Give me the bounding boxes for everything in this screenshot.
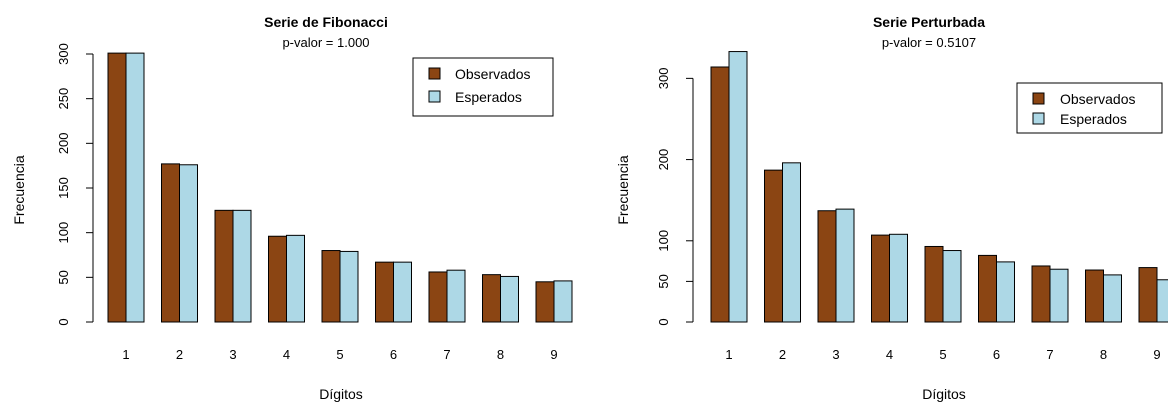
x-tick-label-1: 1 (725, 347, 732, 362)
bar-observados-2 (764, 169, 783, 323)
bar-observados-8 (482, 274, 501, 323)
y-axis-label: Frecuencia (615, 155, 631, 224)
x-tick-label-5: 5 (336, 347, 343, 362)
bar-esperados-9 (1156, 279, 1168, 323)
x-tick-label-4: 4 (283, 347, 290, 362)
x-tick-label-8: 8 (497, 347, 504, 362)
bar-observados-3 (214, 209, 234, 323)
legend: Observados Esperados (412, 57, 554, 117)
legend-label-esperados: Esperados (455, 89, 522, 105)
y-tick-label-0: 0 (656, 318, 671, 325)
bars-group (710, 51, 1168, 323)
chart-subtitle: p-valor = 1.000 (282, 35, 369, 50)
x-tick-label-5: 5 (939, 347, 946, 362)
chart-title: Serie Perturbada (873, 14, 985, 30)
bar-esperados-3 (835, 208, 855, 323)
bar-esperados-1 (125, 52, 145, 323)
y-tick-label-50: 50 (56, 270, 71, 284)
legend-label-observados: Observados (455, 66, 530, 82)
bar-esperados-7 (1049, 268, 1069, 323)
bar-observados-8 (1085, 269, 1104, 323)
x-tick-label-2: 2 (176, 347, 183, 362)
x-tick-label-6: 6 (390, 347, 397, 362)
bar-esperados-5 (339, 250, 359, 323)
y-tick-label-0: 0 (56, 318, 71, 325)
y-tick-label-100: 100 (56, 222, 71, 244)
bar-esperados-3 (232, 209, 252, 323)
y-tick-label-200: 200 (56, 132, 71, 154)
x-axis-ticks: 1 2 3 4 5 6 7 8 9 (122, 347, 557, 362)
legend-label-observados: Observados (1060, 91, 1135, 107)
x-axis-label: Dígitos (319, 386, 363, 402)
y-axis: 0 50 100 200 300 (656, 68, 694, 326)
bar-esperados-1 (728, 51, 748, 323)
legend-swatch-observados (1032, 92, 1045, 105)
bar-observados-4 (268, 235, 287, 323)
y-tick-label-100: 100 (656, 230, 671, 252)
y-tick-label-50: 50 (656, 274, 671, 288)
chart-title: Serie de Fibonacci (264, 14, 388, 30)
x-tick-label-7: 7 (443, 347, 450, 362)
bar-observados-9 (535, 281, 555, 323)
bar-observados-9 (1138, 267, 1158, 323)
y-tick-label-250: 250 (56, 88, 71, 110)
chart-perturbada: Serie Perturbada p-valor = 0.5107 Dígito… (615, 14, 1168, 402)
legend-swatch-esperados (428, 90, 441, 103)
y-tick-label-300: 300 (656, 68, 671, 90)
legend-label-esperados: Esperados (1060, 111, 1127, 127)
bar-esperados-4 (889, 233, 908, 323)
bar-esperados-6 (393, 261, 412, 323)
legend-swatch-observados (428, 67, 441, 80)
bar-esperados-7 (446, 269, 466, 323)
x-tick-label-8: 8 (1100, 347, 1107, 362)
bar-observados-6 (978, 254, 997, 323)
bar-esperados-9 (553, 280, 573, 323)
x-tick-label-9: 9 (550, 347, 557, 362)
bar-observados-1 (107, 52, 127, 323)
bar-esperados-2 (179, 164, 198, 323)
x-tick-label-6: 6 (993, 347, 1000, 362)
x-tick-label-3: 3 (832, 347, 839, 362)
bar-observados-6 (375, 261, 394, 323)
bars-group (107, 52, 573, 323)
bar-observados-1 (710, 66, 730, 323)
bar-observados-5 (321, 250, 341, 323)
bar-esperados-5 (942, 250, 962, 323)
legend-box (1016, 82, 1163, 134)
legend: Observados Esperados (1016, 82, 1163, 134)
bar-esperados-6 (996, 261, 1015, 323)
bar-esperados-8 (1103, 274, 1122, 323)
bar-observados-2 (161, 163, 180, 323)
x-tick-label-4: 4 (886, 347, 893, 362)
y-tick-label-150: 150 (56, 177, 71, 199)
x-tick-label-7: 7 (1046, 347, 1053, 362)
x-tick-label-1: 1 (122, 347, 129, 362)
bar-observados-7 (428, 271, 448, 323)
x-tick-label-3: 3 (229, 347, 236, 362)
x-axis-ticks: 1 2 3 4 5 6 7 8 9 (725, 347, 1160, 362)
bar-esperados-8 (500, 275, 519, 323)
x-tick-label-2: 2 (779, 347, 786, 362)
y-tick-label-200: 200 (656, 149, 671, 171)
legend-swatch-esperados (1032, 112, 1045, 125)
bar-observados-4 (871, 234, 890, 323)
bar-observados-3 (817, 210, 837, 323)
bar-observados-7 (1031, 265, 1051, 323)
bar-esperados-4 (286, 234, 305, 323)
y-axis-label: Frecuencia (11, 155, 27, 224)
x-tick-label-9: 9 (1153, 347, 1160, 362)
bar-observados-5 (924, 245, 944, 323)
y-tick-label-300: 300 (56, 43, 71, 65)
chart-fibonacci: Serie de Fibonacci p-valor = 1.000 Dígit… (11, 14, 573, 402)
chart-subtitle: p-valor = 0.5107 (882, 35, 976, 50)
bar-esperados-2 (782, 162, 801, 323)
x-axis-label: Dígitos (922, 386, 966, 402)
y-axis: 0 50 100 150 200 250 300 (56, 43, 94, 326)
